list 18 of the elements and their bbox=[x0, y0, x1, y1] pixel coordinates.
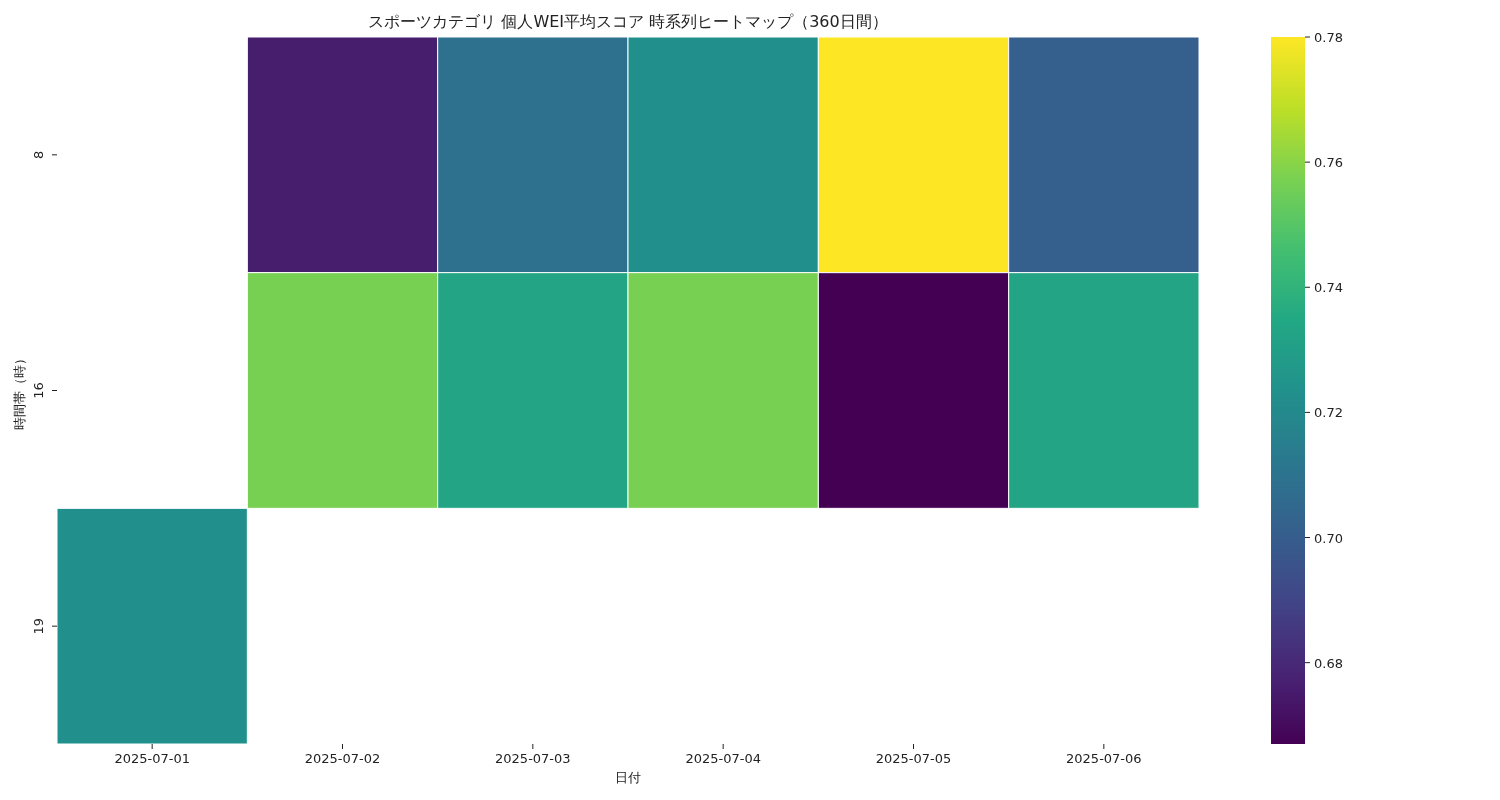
x-tick-label: 2025-07-03 bbox=[495, 751, 571, 766]
color-bar-label: 0.70 bbox=[1314, 530, 1343, 546]
color-bar-label: 0.74 bbox=[1314, 280, 1343, 296]
x-tick-label: 2025-07-04 bbox=[685, 751, 761, 766]
chart-title: スポーツカテゴリ 個人WEI平均スコア 時系列ヒートマップ（360日間） bbox=[368, 12, 888, 31]
x-tick-label: 2025-07-02 bbox=[304, 751, 381, 766]
x-tick-label: 2025-07-01 bbox=[114, 751, 190, 766]
x-axis-title: 日付 bbox=[615, 770, 641, 785]
y-tick-label: 16 bbox=[31, 382, 46, 399]
y-tick-label: 8 bbox=[31, 150, 46, 159]
color-bar-label: 0.68 bbox=[1314, 655, 1343, 671]
color-bar-label: 0.78 bbox=[1314, 30, 1343, 45]
y-tick-label: 19 bbox=[31, 617, 46, 635]
x-tick-label: 2025-07-06 bbox=[1066, 751, 1142, 766]
color-bar-label: 0.76 bbox=[1314, 155, 1343, 171]
y-axis-title: 時間帯（時） bbox=[12, 351, 27, 430]
x-tick-label: 2025-07-05 bbox=[875, 751, 952, 766]
color-bar-label: 0.72 bbox=[1314, 405, 1343, 421]
